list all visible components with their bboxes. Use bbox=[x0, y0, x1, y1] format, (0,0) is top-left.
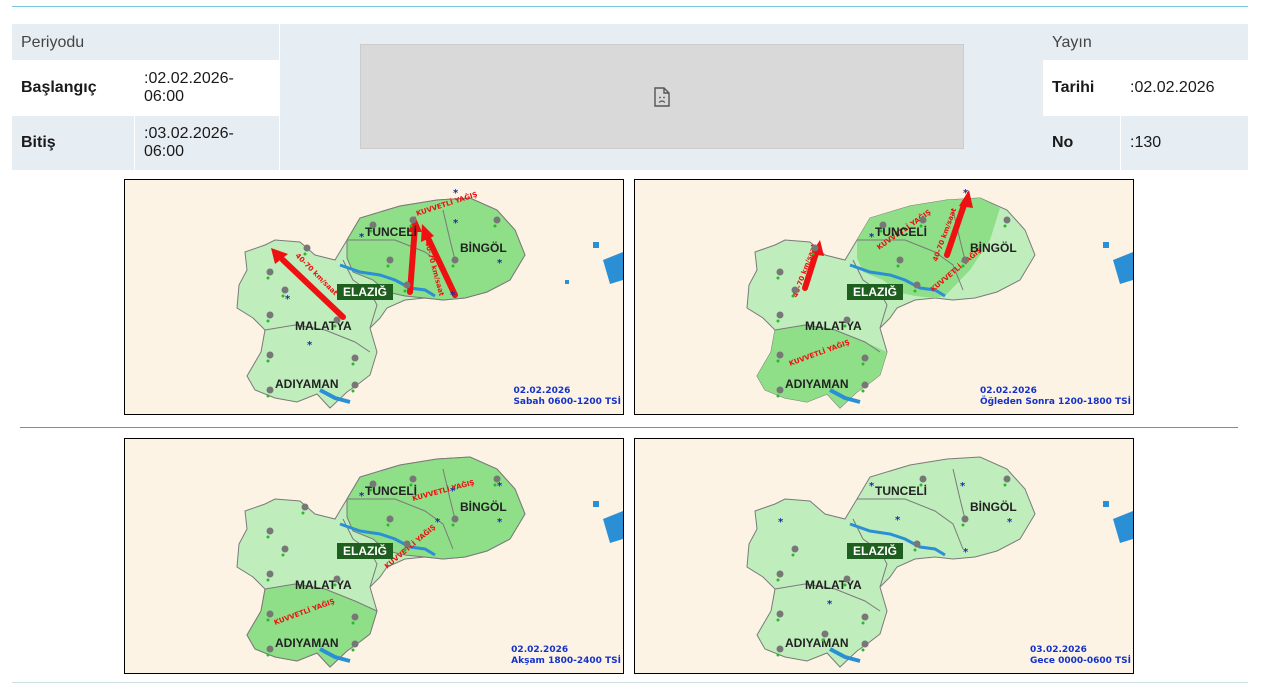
svg-text:*: * bbox=[359, 232, 365, 243]
province-label: ELAZIĞ bbox=[853, 543, 897, 558]
rain-cloud-icon bbox=[776, 475, 1011, 653]
no-value: :130 bbox=[1121, 116, 1248, 170]
svg-text:*: * bbox=[1007, 517, 1013, 528]
map-period: Gece 0000-0600 TSİ bbox=[1030, 656, 1131, 666]
snowflake-icon: * * * * * * * bbox=[285, 188, 503, 351]
province-label: ELAZIĞ bbox=[853, 284, 897, 299]
province-label: TUNCELİ bbox=[365, 483, 417, 498]
svg-text:*: * bbox=[307, 340, 313, 351]
svg-text:*: * bbox=[450, 290, 456, 301]
start-label: Başlangıç bbox=[12, 61, 135, 115]
date-label: Tarihi bbox=[1043, 61, 1121, 115]
map-date: 02.02.2026 bbox=[511, 645, 569, 655]
rain-cloud-icon bbox=[266, 475, 501, 653]
province-label: ADIYAMAN bbox=[275, 377, 339, 391]
province-label: ADIYAMAN bbox=[275, 636, 339, 650]
map-date: 02.02.2026 bbox=[513, 386, 571, 396]
forecast-map-night: TUNCELİ BİNGÖL MALATYA ADIYAMAN ELAZIĞ *… bbox=[634, 438, 1134, 674]
province-label: MALATYA bbox=[805, 319, 862, 333]
publication-table: Yayın Tarihi :02.02.2026 No :130 bbox=[1043, 24, 1248, 170]
map-caption: 02.02.2026 Öğleden Sonra 1200-1800 TSİ bbox=[980, 386, 1131, 408]
logo-area bbox=[280, 24, 1043, 170]
bulletin-header: Periyodu Başlangıç :02.02.2026- 06:00 Bi… bbox=[12, 24, 1248, 170]
map-caption: 02.02.2026 Akşam 1800-2400 TSİ bbox=[511, 645, 621, 667]
svg-text:*: * bbox=[453, 188, 459, 199]
rain-cloud-icon bbox=[776, 216, 1011, 394]
province-label: TUNCELİ bbox=[875, 483, 927, 498]
svg-text:*: * bbox=[453, 218, 459, 229]
rain-cloud-icon bbox=[266, 216, 501, 394]
svg-text:*: * bbox=[869, 232, 875, 243]
province-label: BİNGÖL bbox=[970, 240, 1017, 255]
province-label: ELAZIĞ bbox=[343, 284, 387, 299]
map-caption: 02.02.2026 Sabah 0600-1200 TSİ bbox=[513, 386, 621, 408]
svg-text:*: * bbox=[285, 294, 291, 305]
svg-text:*: * bbox=[497, 258, 503, 269]
snowflake-icon: ** bbox=[869, 188, 969, 243]
province-label: ADIYAMAN bbox=[785, 636, 849, 650]
snowflake-icon: * * * * * bbox=[359, 481, 503, 528]
province-label: MALATYA bbox=[295, 578, 352, 592]
period-table: Periyodu Başlangıç :02.02.2026- 06:00 Bi… bbox=[12, 24, 279, 170]
province-label: TUNCELİ bbox=[365, 224, 417, 239]
svg-text:*: * bbox=[778, 517, 784, 528]
svg-text:*: * bbox=[895, 515, 901, 526]
province-label: BİNGÖL bbox=[460, 240, 507, 255]
forecast-map-evening: KUVVETLİ YAĞIŞ KUVVETLİ YAĞIŞ KUVVETLİ Y… bbox=[124, 438, 624, 674]
map-period: Öğleden Sonra 1200-1800 TSİ bbox=[979, 397, 1131, 407]
map-period: Sabah 0600-1200 TSİ bbox=[513, 397, 621, 407]
svg-text:*: * bbox=[963, 188, 969, 199]
forecast-map-afternoon: KUVVETLİ YAĞIŞ KUVVETLİ YAĞIŞ KUVVETLİ Y… bbox=[634, 179, 1134, 415]
svg-text:*: * bbox=[497, 481, 503, 492]
bottom-rule bbox=[12, 682, 1248, 683]
province-label: BİNGÖL bbox=[970, 499, 1017, 514]
map-period: Akşam 1800-2400 TSİ bbox=[511, 656, 621, 666]
province-label: TUNCELİ bbox=[875, 224, 927, 239]
forecast-map-morning: KUVVETLİ YAĞIŞ 40-70 km/saat 40-70 km/sa… bbox=[124, 179, 624, 415]
svg-text:*: * bbox=[827, 599, 833, 610]
section-divider bbox=[20, 427, 1238, 428]
top-rule bbox=[12, 6, 1248, 7]
svg-text:*: * bbox=[435, 517, 441, 528]
svg-text:*: * bbox=[869, 481, 875, 492]
province-label: MALATYA bbox=[295, 319, 352, 333]
end-value: :03.02.2026- 06:00 bbox=[135, 116, 279, 170]
no-label: No bbox=[1043, 116, 1121, 170]
start-value: :02.02.2026- 06:00 bbox=[135, 61, 279, 115]
province-label: MALATYA bbox=[805, 578, 862, 592]
publication-header: Yayın bbox=[1043, 24, 1248, 60]
map-date: 02.02.2026 bbox=[979, 386, 1037, 396]
svg-text:*: * bbox=[450, 486, 456, 497]
province-label: ADIYAMAN bbox=[785, 377, 849, 391]
province-label: ELAZIĞ bbox=[343, 543, 387, 558]
end-label: Bitiş bbox=[12, 116, 135, 170]
svg-text:*: * bbox=[963, 547, 969, 558]
map-caption: 03.02.2026 Gece 0000-0600 TSİ bbox=[1030, 645, 1131, 667]
snowflake-icon: * * * * * * * bbox=[778, 481, 1013, 610]
broken-image-icon bbox=[654, 86, 670, 107]
svg-text:*: * bbox=[960, 481, 966, 492]
period-header: Periyodu bbox=[12, 24, 279, 60]
svg-text:*: * bbox=[497, 517, 503, 528]
map-date: 03.02.2026 bbox=[1030, 645, 1087, 655]
province-label: BİNGÖL bbox=[460, 499, 507, 514]
svg-text:*: * bbox=[359, 491, 365, 502]
broken-image bbox=[360, 44, 964, 149]
date-value: :02.02.2026 bbox=[1121, 61, 1248, 115]
